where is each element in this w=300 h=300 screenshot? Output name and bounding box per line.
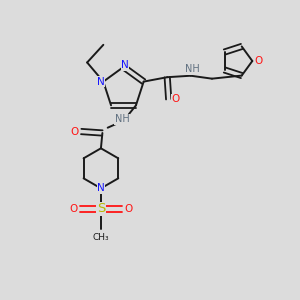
Text: O: O (69, 204, 77, 214)
Text: O: O (255, 56, 263, 66)
Text: N: N (97, 183, 105, 194)
Text: N: N (97, 76, 104, 87)
Text: NH: NH (115, 114, 130, 124)
Text: O: O (171, 94, 179, 104)
Text: O: O (124, 204, 133, 214)
Text: CH₃: CH₃ (93, 232, 109, 242)
Text: S: S (97, 202, 105, 215)
Text: NH: NH (185, 64, 200, 74)
Text: O: O (70, 127, 79, 136)
Text: N: N (121, 61, 129, 70)
